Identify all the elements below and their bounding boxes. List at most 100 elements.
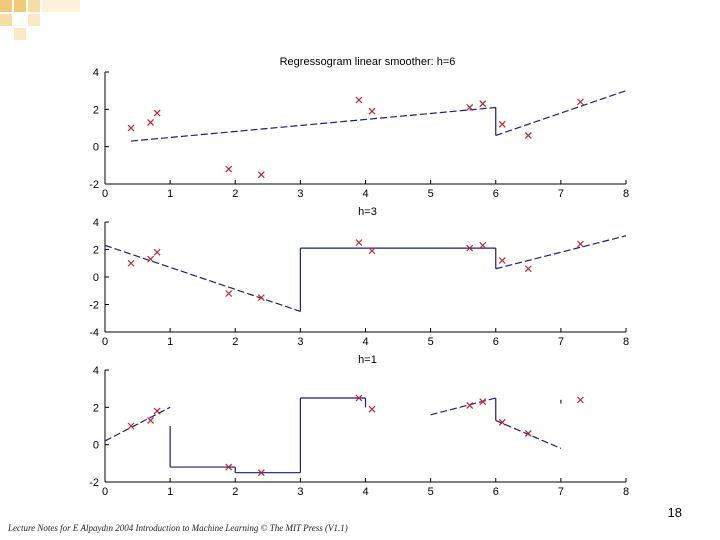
data-point: [524, 265, 532, 273]
data-point-stroke: [466, 244, 474, 252]
data-point-stroke: [153, 248, 161, 256]
data-point-stroke: [524, 430, 532, 437]
x-tick-label: 7: [558, 486, 564, 498]
data-point: [257, 469, 265, 477]
data-point-stroke: [127, 259, 135, 267]
deco-square: [0, 0, 12, 12]
deco-square: [14, 14, 26, 26]
x-tick-label: 4: [362, 188, 368, 200]
x-tick-label: 6: [493, 188, 499, 200]
data-point-stroke: [147, 416, 155, 424]
chart-title: h=3: [358, 206, 377, 218]
data-point: [355, 96, 363, 104]
x-tick-label: 0: [102, 188, 108, 200]
x-tick-label: 3: [297, 188, 303, 200]
x-tick-label: 6: [493, 486, 499, 498]
data-point: [466, 104, 474, 111]
data-point: [466, 402, 474, 409]
data-point-stroke: [368, 405, 376, 413]
data-point: [576, 98, 584, 106]
data-point-stroke: [466, 402, 474, 409]
x-tick-label: 7: [558, 188, 564, 200]
x-tick-label: 0: [102, 336, 108, 348]
data-point-stroke: [355, 96, 363, 104]
deco-square: [28, 0, 40, 12]
fit-segment: [430, 397, 496, 416]
data-point: [479, 398, 487, 406]
x-tick-label: 5: [428, 188, 434, 200]
data-point-stroke: [368, 247, 376, 255]
data-point: [147, 255, 155, 263]
data-point-stroke: [153, 109, 161, 117]
x-tick-label: 5: [428, 486, 434, 498]
data-point: [355, 394, 363, 402]
x-tick-label: 5: [428, 336, 434, 348]
data-point: [524, 430, 532, 437]
y-tick-label: 4: [93, 365, 99, 377]
x-tick-label: 8: [623, 336, 629, 348]
x-tick-label: 0: [102, 486, 108, 498]
data-point-stroke: [479, 398, 487, 406]
x-tick-label: 2: [232, 486, 238, 498]
data-point: [257, 294, 265, 302]
data-point-stroke: [524, 132, 532, 139]
data-point-stroke: [127, 422, 135, 430]
x-tick-label: 4: [362, 486, 368, 498]
fit-segment: [104, 244, 301, 312]
data-point: [127, 422, 135, 430]
x-tick-label: 3: [297, 486, 303, 498]
data-point-stroke: [576, 98, 584, 106]
data-point-stroke: [153, 407, 161, 415]
y-tick-label: 0: [93, 142, 99, 154]
data-point-stroke: [355, 239, 363, 247]
data-point-stroke: [147, 118, 155, 126]
data-point: [153, 248, 161, 256]
y-tick-label: -2: [89, 300, 99, 312]
x-tick-label: 2: [232, 336, 238, 348]
data-point: [576, 240, 584, 248]
y-tick-label: 0: [93, 440, 99, 452]
data-point-stroke: [466, 104, 474, 111]
data-point-stroke: [368, 107, 376, 115]
data-point-stroke: [576, 240, 584, 248]
data-point: [368, 107, 376, 115]
data-point-stroke: [498, 120, 506, 128]
data-point: [153, 109, 161, 117]
data-point: [498, 120, 506, 128]
data-point-stroke: [479, 100, 487, 108]
x-tick-label: 7: [558, 336, 564, 348]
deco-square: [14, 0, 26, 12]
fit-segment: [495, 235, 627, 270]
data-point: [524, 132, 532, 139]
y-tick-label: 2: [93, 245, 99, 257]
data-point: [466, 244, 474, 252]
x-tick-label: 2: [232, 188, 238, 200]
data-point: [498, 257, 506, 264]
x-tick-label: 4: [362, 336, 368, 348]
y-tick-label: -2: [89, 477, 99, 489]
fit-segment: [495, 419, 562, 449]
data-point-stroke: [257, 171, 265, 179]
data-point: [479, 100, 487, 108]
data-point: [225, 165, 233, 173]
data-point-stroke: [257, 469, 265, 477]
data-point: [355, 239, 363, 247]
data-point: [368, 247, 376, 255]
slide-number: 18: [667, 505, 682, 520]
x-tick-label: 1: [167, 486, 173, 498]
deco-square: [28, 14, 40, 26]
x-tick-label: 1: [167, 336, 173, 348]
fit-segment: [104, 406, 171, 442]
data-point-stroke: [225, 165, 233, 173]
data-point: [479, 241, 487, 249]
chart-title: Regressogram linear smoother: h=6: [280, 56, 456, 68]
data-point-stroke: [225, 290, 233, 297]
data-point: [147, 118, 155, 126]
x-tick-label: 1: [167, 188, 173, 200]
x-tick-label: 3: [297, 336, 303, 348]
data-point-stroke: [498, 257, 506, 264]
x-tick-label: 8: [623, 486, 629, 498]
y-tick-label: 4: [93, 67, 99, 79]
fit-segment: [495, 90, 627, 137]
data-point-stroke: [576, 396, 584, 404]
